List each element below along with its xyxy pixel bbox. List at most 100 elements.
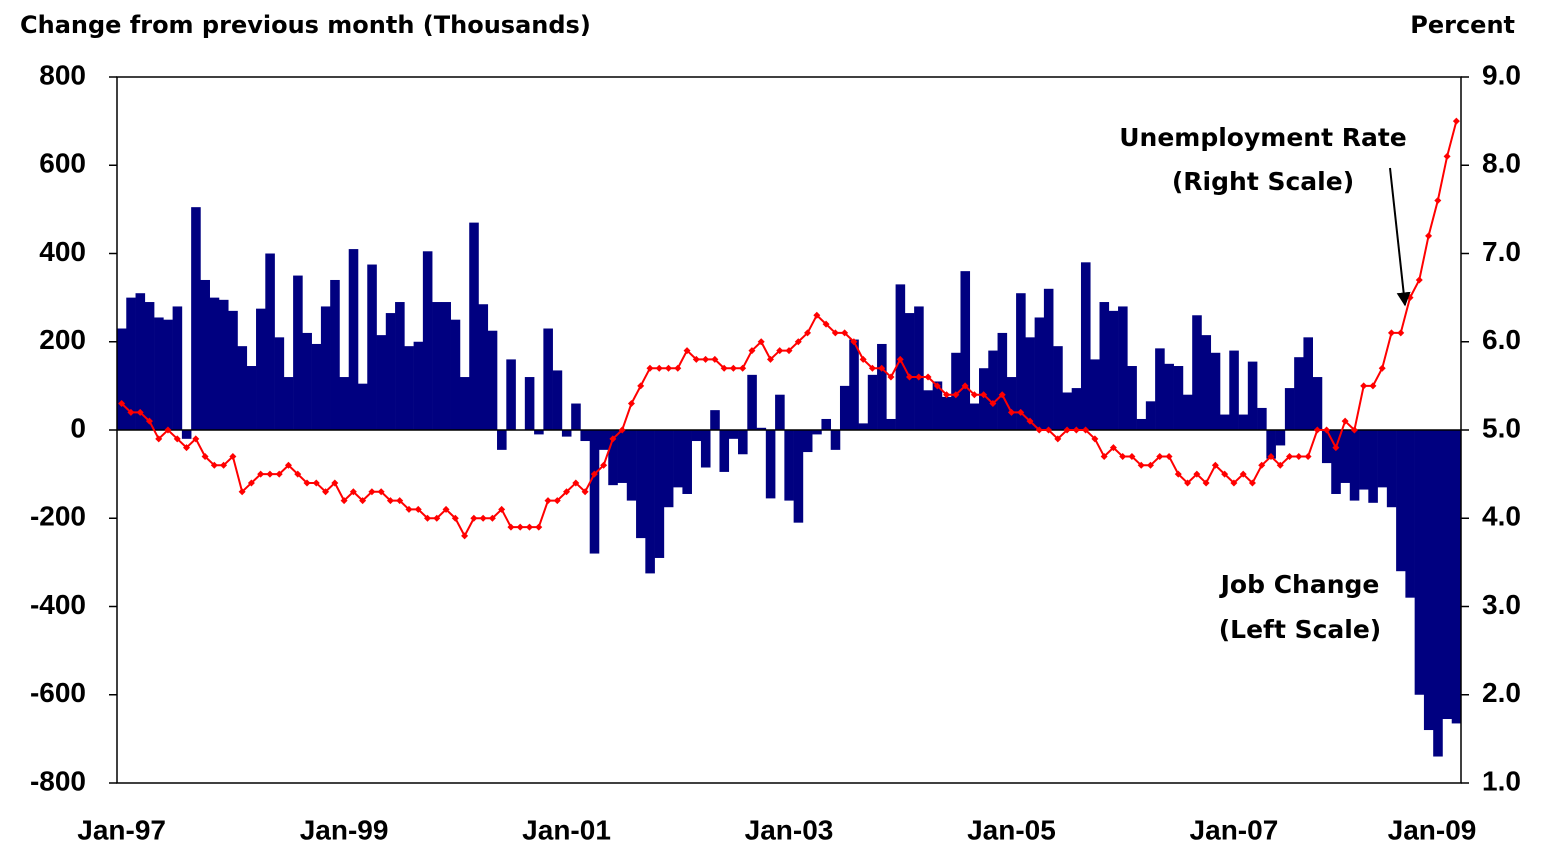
bar bbox=[1275, 430, 1286, 446]
point bbox=[627, 400, 635, 408]
point bbox=[980, 391, 988, 399]
point bbox=[1350, 426, 1358, 434]
point bbox=[461, 532, 469, 540]
point bbox=[535, 523, 543, 531]
point bbox=[637, 382, 645, 390]
point bbox=[498, 505, 506, 513]
bar bbox=[1442, 430, 1453, 720]
y2-tick-label: 9.0 bbox=[1482, 59, 1521, 90]
bar bbox=[710, 410, 720, 430]
bar bbox=[784, 430, 794, 501]
point bbox=[1082, 426, 1090, 434]
bar bbox=[320, 306, 331, 430]
bar bbox=[654, 430, 665, 558]
point bbox=[1193, 470, 1201, 478]
y-tick-label: -600 bbox=[30, 677, 86, 708]
y2-tick-label: 7.0 bbox=[1482, 236, 1521, 267]
point bbox=[164, 426, 172, 434]
bar bbox=[673, 430, 683, 488]
point bbox=[1100, 452, 1108, 460]
point bbox=[229, 452, 237, 460]
bar bbox=[682, 430, 692, 494]
point bbox=[692, 355, 700, 363]
point bbox=[943, 391, 951, 399]
bar bbox=[441, 302, 451, 430]
bar bbox=[756, 427, 767, 430]
point bbox=[702, 355, 710, 363]
bar bbox=[154, 317, 164, 430]
point bbox=[1221, 470, 1229, 478]
y-tick-label: 0 bbox=[70, 412, 86, 443]
bar bbox=[1080, 262, 1091, 430]
bar bbox=[469, 222, 479, 430]
point bbox=[127, 408, 135, 416]
x-tick-label: Jan-03 bbox=[745, 814, 834, 845]
bar bbox=[1062, 392, 1073, 430]
bar bbox=[144, 302, 155, 430]
bar bbox=[589, 430, 600, 554]
bar bbox=[969, 403, 980, 430]
bar bbox=[283, 377, 294, 430]
point bbox=[590, 470, 598, 478]
bar bbox=[135, 293, 146, 430]
bar bbox=[1210, 352, 1221, 430]
point bbox=[220, 461, 228, 469]
point bbox=[359, 497, 367, 505]
point bbox=[553, 497, 561, 505]
bar bbox=[552, 370, 563, 430]
bar bbox=[1386, 430, 1397, 508]
bar bbox=[126, 297, 136, 430]
point bbox=[1452, 117, 1460, 125]
point bbox=[757, 338, 765, 346]
series-annotation: Job Change bbox=[1219, 570, 1380, 599]
point bbox=[1202, 479, 1210, 487]
point bbox=[173, 435, 181, 443]
point bbox=[711, 355, 719, 363]
point bbox=[238, 488, 246, 496]
y2-tick-label: 5.0 bbox=[1482, 412, 1521, 443]
bar bbox=[293, 275, 303, 430]
bar bbox=[1423, 430, 1434, 731]
bar bbox=[830, 430, 841, 450]
bar bbox=[311, 343, 322, 430]
point bbox=[118, 400, 126, 408]
bar bbox=[330, 279, 340, 430]
bar bbox=[200, 279, 210, 430]
bar bbox=[645, 430, 655, 574]
point bbox=[1304, 452, 1312, 460]
point bbox=[1026, 417, 1034, 425]
y2-axis-title: Percent bbox=[1410, 11, 1515, 39]
point bbox=[970, 391, 978, 399]
point bbox=[665, 364, 673, 372]
bar bbox=[626, 430, 637, 501]
bar bbox=[1025, 337, 1035, 430]
bar bbox=[636, 430, 646, 539]
point bbox=[600, 461, 608, 469]
bar bbox=[849, 339, 859, 430]
y2-tick-label: 8.0 bbox=[1482, 148, 1521, 179]
point bbox=[655, 364, 663, 372]
bar bbox=[738, 430, 748, 455]
point bbox=[766, 355, 774, 363]
point bbox=[183, 444, 191, 452]
point bbox=[1286, 452, 1294, 460]
bar bbox=[413, 341, 424, 430]
point bbox=[145, 417, 153, 425]
point bbox=[257, 470, 265, 478]
point bbox=[915, 373, 923, 381]
point bbox=[785, 347, 793, 355]
point bbox=[405, 505, 413, 513]
y-tick-label: 600 bbox=[39, 148, 86, 179]
bar bbox=[608, 430, 618, 486]
bar bbox=[404, 346, 414, 430]
point bbox=[729, 364, 737, 372]
bar bbox=[941, 396, 952, 430]
bar bbox=[450, 319, 461, 430]
point bbox=[1248, 479, 1256, 487]
point bbox=[1313, 426, 1321, 434]
bar bbox=[348, 249, 359, 430]
y-tick-label: 400 bbox=[39, 236, 86, 267]
bar bbox=[747, 374, 757, 430]
bar bbox=[914, 306, 924, 430]
bar bbox=[904, 313, 915, 430]
